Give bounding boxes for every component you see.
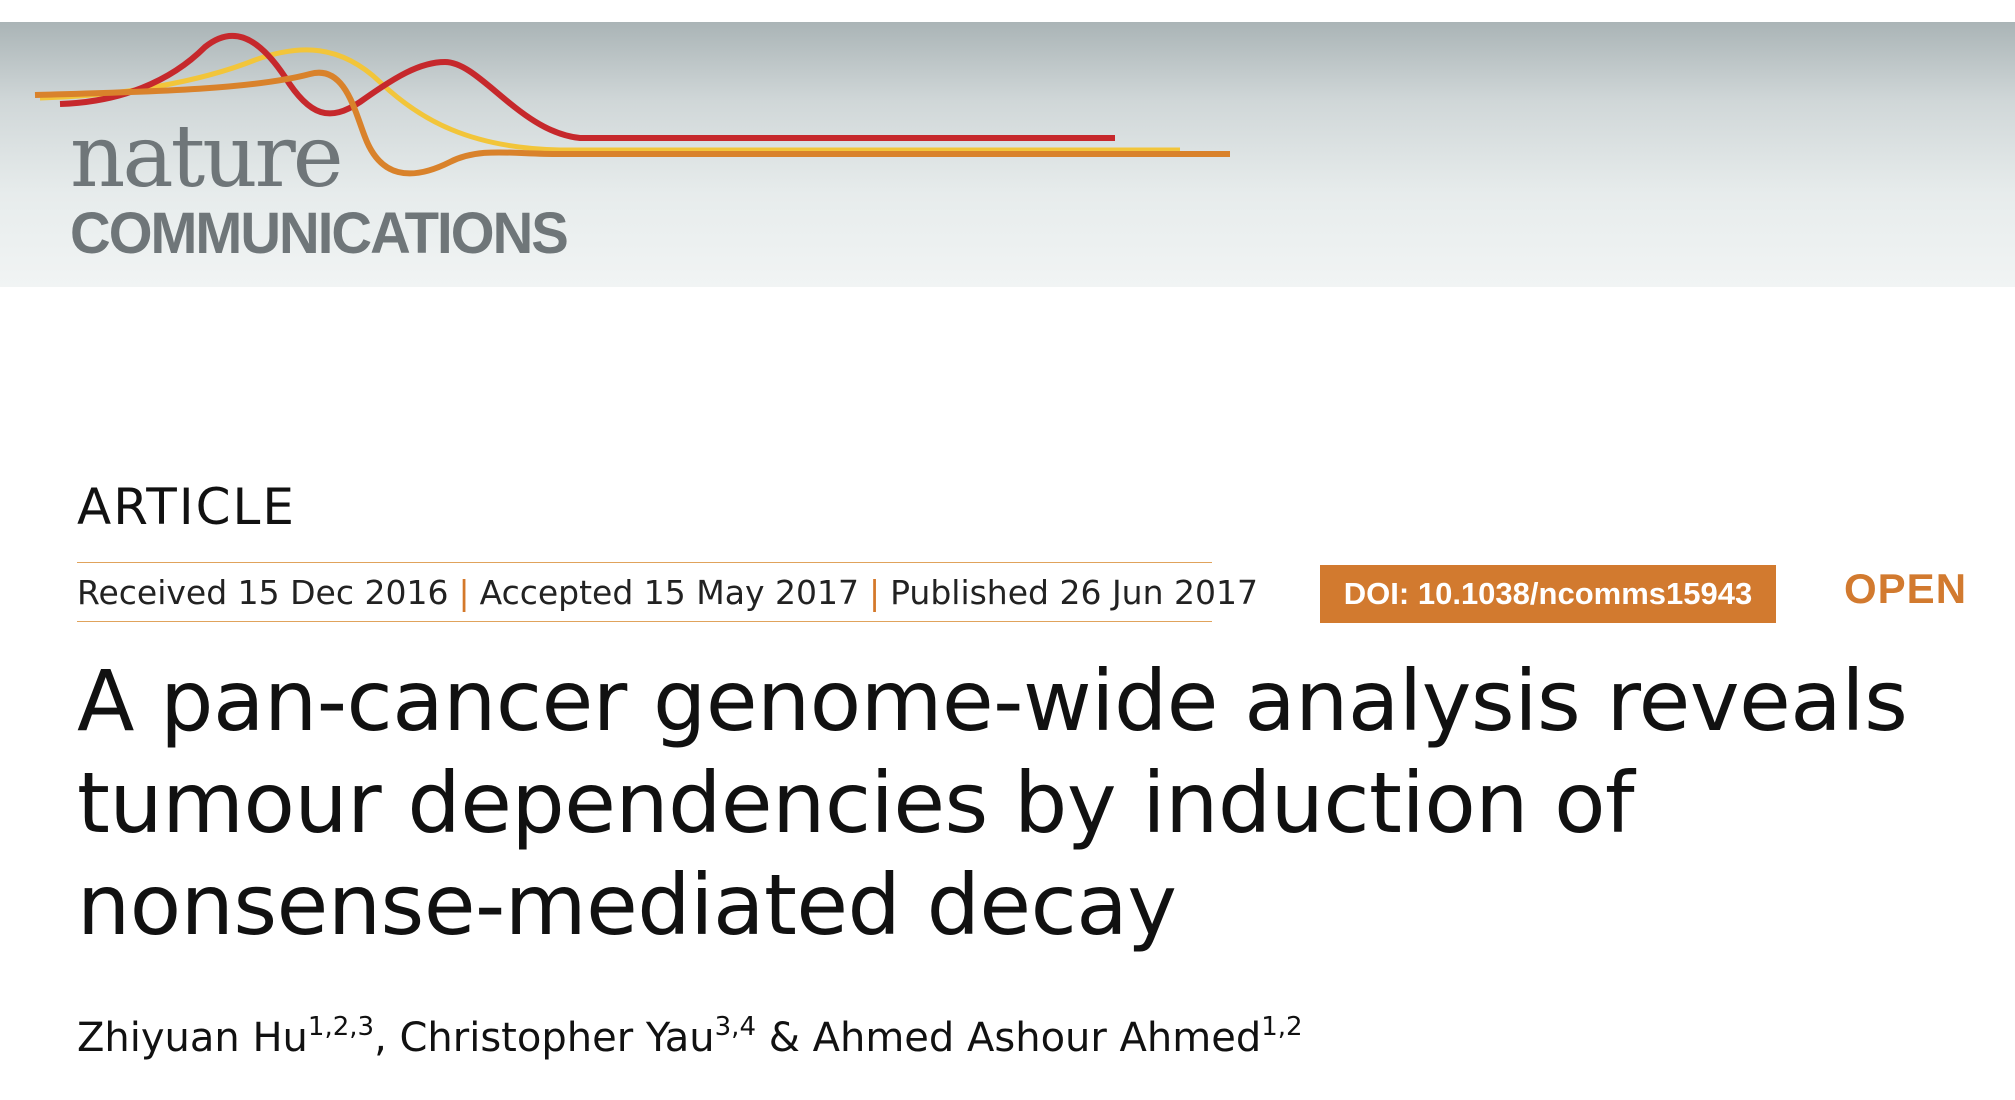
journal-name-communications: COMMUNICATIONS [70, 201, 569, 266]
author-affiliations: 1,2 [1261, 1012, 1303, 1042]
published-date: Published 26 Jun 2017 [890, 572, 1258, 612]
open-access-label: OPEN [1844, 565, 1968, 612]
journal-banner: nature COMMUNICATIONS [0, 22, 2015, 287]
author-separator: & [756, 1015, 813, 1061]
date-separator: | [458, 572, 470, 612]
author-list: Zhiyuan Hu1,2,3, Christopher Yau3,4 & Ah… [77, 1012, 1303, 1061]
title-line-2: tumour dependencies by induction of [77, 754, 1635, 852]
title-line-1: A pan-cancer genome-wide analysis reveal… [77, 652, 1908, 750]
title-line-3: nonsense-mediated decay [77, 856, 1177, 954]
journal-name-nature: nature [70, 107, 344, 207]
date-separator: | [868, 572, 881, 612]
doi-link[interactable]: DOI: 10.1038/ncomms15943 [1320, 565, 1776, 623]
article-type-label: ARTICLE [77, 478, 296, 536]
journal-logo-waves-icon [34, 32, 1230, 177]
author-name[interactable]: Zhiyuan Hu [77, 1015, 308, 1061]
author-name[interactable]: Ahmed Ashour Ahmed [812, 1015, 1262, 1061]
accepted-date: Accepted 15 May 2017 [479, 572, 859, 612]
publication-dates: Received 15 Dec 2016 | Accepted 15 May 2… [77, 562, 1258, 622]
article-title: A pan-cancer genome-wide analysis reveal… [77, 650, 1977, 956]
author-separator: , [374, 1015, 400, 1061]
author-affiliations: 3,4 [714, 1012, 756, 1042]
author-affiliations: 1,2,3 [307, 1012, 375, 1042]
author-name[interactable]: Christopher Yau [399, 1015, 715, 1061]
received-date: Received 15 Dec 2016 [77, 572, 449, 612]
